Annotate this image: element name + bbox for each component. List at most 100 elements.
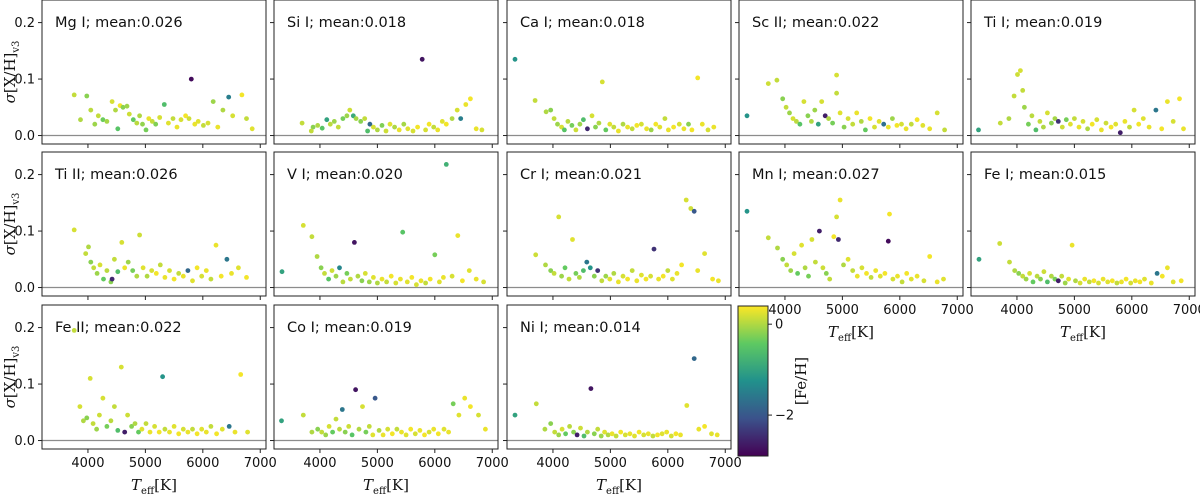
data-point	[157, 115, 163, 120]
x-tick-label: 6000	[883, 303, 916, 318]
data-point	[611, 124, 617, 130]
data-point	[1091, 278, 1097, 284]
data-point	[629, 268, 635, 273]
panel-title: Sc II; mean:0.022	[752, 15, 879, 31]
data-point	[398, 276, 403, 282]
data-point	[322, 271, 327, 276]
data-point	[340, 279, 346, 285]
data-point	[393, 280, 399, 286]
data-point	[695, 75, 701, 81]
data-point	[655, 432, 660, 438]
data-point	[609, 431, 615, 437]
panel-frame	[273, 304, 499, 450]
data-point	[1011, 93, 1017, 99]
x-axis-label: Teff[K]	[131, 476, 177, 497]
data-point	[797, 121, 803, 127]
data-point	[167, 429, 172, 435]
data-point	[392, 124, 397, 130]
data-point	[1094, 117, 1100, 123]
data-point	[1082, 276, 1088, 282]
data-point	[670, 276, 675, 282]
data-point	[1023, 276, 1029, 282]
data-point	[867, 116, 873, 121]
data-point	[226, 424, 232, 429]
data-point	[585, 126, 590, 132]
data-point	[702, 424, 707, 429]
data-point	[176, 271, 182, 276]
data-point	[602, 429, 607, 435]
y-tick-label: 0.1	[14, 378, 35, 393]
data-point	[850, 121, 856, 127]
data-point	[385, 426, 391, 432]
data-point	[556, 214, 562, 220]
colorbar: 0 −2 [Fe/H]	[737, 305, 810, 457]
data-point	[613, 433, 619, 439]
data-point	[342, 429, 348, 435]
data-point	[375, 127, 380, 133]
x-tick-label: 7000	[709, 456, 742, 471]
data-point	[688, 206, 694, 211]
data-point	[1099, 127, 1104, 133]
data-point	[410, 128, 416, 134]
data-point	[309, 234, 315, 240]
data-point	[799, 242, 804, 248]
x-tick-label: 6000	[186, 456, 219, 471]
data-point	[1029, 113, 1035, 119]
data-point	[620, 273, 626, 279]
data-point	[339, 407, 345, 412]
data-point	[854, 110, 860, 116]
panel-fe-i: Fe I; mean:0.015 4000 5000 6000 7000 Teff[K]	[967, 151, 1200, 344]
data-point	[914, 117, 920, 123]
data-point	[203, 268, 209, 273]
data-point	[805, 113, 811, 119]
panel-frame	[41, 304, 267, 450]
data-point	[834, 90, 839, 96]
data-point	[414, 282, 419, 288]
data-point	[185, 429, 191, 435]
data-point	[578, 425, 583, 431]
data-point	[1063, 117, 1069, 123]
data-point	[194, 431, 200, 437]
data-point	[643, 276, 649, 282]
data-point	[1033, 127, 1039, 133]
data-point	[97, 262, 103, 268]
panel-si-i: Si I; mean:0.018	[270, 0, 499, 148]
colorbar-tick-label: 0	[775, 318, 783, 333]
data-point	[1100, 276, 1106, 282]
data-point	[376, 428, 382, 433]
data-point	[441, 275, 446, 280]
data-point	[174, 124, 180, 130]
data-point	[1140, 116, 1146, 121]
data-point	[830, 120, 835, 126]
data-point	[419, 56, 425, 62]
data-point	[679, 262, 684, 268]
data-point	[822, 113, 828, 119]
data-point	[396, 127, 402, 133]
data-point	[765, 235, 771, 241]
data-point	[418, 278, 424, 284]
data-point	[795, 271, 800, 276]
data-point	[666, 127, 671, 133]
data-point	[95, 113, 101, 119]
data-point	[239, 92, 245, 98]
data-point	[1037, 119, 1043, 124]
data-point	[895, 273, 900, 279]
data-point	[88, 107, 94, 113]
panel-frame	[506, 0, 732, 145]
data-point	[566, 276, 572, 282]
data-point	[1052, 116, 1058, 121]
panel-title: Fe II; mean:0.022	[55, 320, 182, 336]
data-point	[468, 96, 473, 102]
panel-frame	[738, 151, 964, 297]
data-point	[323, 432, 329, 438]
data-point	[634, 123, 640, 128]
data-point	[443, 162, 449, 167]
data-point	[171, 424, 177, 429]
data-point	[195, 119, 201, 124]
data-point	[651, 246, 657, 252]
data-point	[213, 242, 219, 248]
data-point	[784, 262, 790, 268]
data-point	[1027, 271, 1032, 276]
data-point	[678, 432, 683, 438]
data-point	[435, 431, 441, 437]
